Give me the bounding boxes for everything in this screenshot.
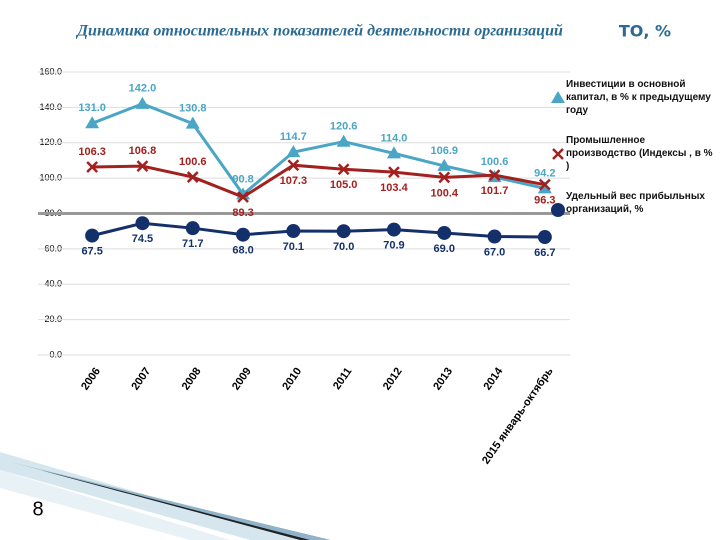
x-tick-label: 2013: [431, 366, 455, 393]
value-label: 70.9: [383, 240, 404, 252]
y-tick-label: 0.0: [49, 349, 62, 359]
value-label: 103.4: [380, 182, 408, 194]
marker: [487, 229, 502, 244]
marker: [537, 181, 552, 194]
value-label: 100.4: [430, 187, 458, 199]
value-label: 130.8: [179, 103, 207, 115]
title: Динамика относительных показателей деяте…: [75, 23, 563, 40]
x-tick-label: 2007: [129, 366, 153, 393]
value-label: 67.5: [81, 246, 102, 258]
marker: [135, 96, 150, 109]
value-label: 68.0: [232, 245, 253, 257]
marker: [287, 159, 300, 172]
x-tick-label: 2008: [180, 366, 204, 393]
line: [91, 102, 546, 197]
value-label: 67.0: [484, 246, 505, 258]
y-tick-label: 20.0: [44, 314, 62, 324]
marker: [86, 161, 99, 173]
value-label: 105.0: [330, 179, 358, 191]
x-tick-label: 2009: [230, 366, 254, 393]
value-label: 101.7: [481, 185, 509, 197]
value-label: 69.0: [434, 243, 455, 255]
value-label: 107.3: [280, 175, 308, 187]
marker: [437, 158, 452, 171]
value-label: 142.0: [129, 83, 157, 95]
marker: [551, 203, 565, 217]
value-label: 71.7: [182, 238, 203, 250]
marker: [186, 171, 199, 183]
x-tick-label: 2012: [381, 366, 405, 393]
value-label: 131.0: [78, 102, 106, 114]
value-label: 106.9: [430, 145, 458, 157]
marker: [336, 224, 351, 239]
value-label: 94.2: [534, 167, 555, 179]
legend-entry: Инвестиции в основной капитал, в % к пре…: [566, 79, 711, 116]
value-label: 114.7: [280, 131, 307, 143]
series: 106.3 106.8 100.6 89.3 107.3 105.0 103.4 100.4 1…: [78, 145, 555, 219]
marker: [286, 224, 301, 239]
marker: [336, 134, 351, 147]
title-unit: ТО, %: [619, 22, 671, 41]
marker: [85, 228, 100, 243]
value-label: 96.3: [534, 195, 555, 207]
value-label: 89.3: [232, 207, 253, 219]
value-label: 70.1: [283, 241, 304, 253]
x-tick-label: 2011: [331, 366, 355, 392]
y-tick-label: 140.0: [39, 102, 62, 112]
marker: [537, 230, 552, 245]
marker: [236, 227, 251, 242]
marker: [237, 191, 249, 203]
marker: [337, 163, 350, 176]
marker: [386, 222, 401, 237]
y-tick-label: 60.0: [44, 243, 62, 253]
y-tick-label: 100.0: [39, 173, 62, 183]
x-tick-label: 2014: [482, 365, 506, 393]
marker: [438, 171, 451, 184]
marker: [488, 169, 501, 182]
marker: [85, 116, 100, 129]
marker: [286, 145, 301, 158]
y-tick-label: 40.0: [44, 279, 62, 289]
marker: [185, 116, 200, 129]
marker: [551, 91, 565, 103]
x-tick-label: 2006: [79, 366, 103, 393]
y-tick-label: 160.0: [39, 66, 62, 76]
series: 67.5 74.5 71.7 68.0 70.1 70.0 70.9 69.0 67.0 66.7: [81, 216, 556, 259]
value-label: 100.6: [179, 156, 207, 168]
value-label: 70.0: [333, 241, 354, 253]
marker: [388, 166, 400, 178]
value-label: 120.6: [330, 121, 358, 133]
marker: [386, 146, 401, 159]
legend-entry: Промышленное производство (Индексы , в %…: [566, 135, 713, 172]
marker: [538, 178, 551, 191]
page-number: 8: [32, 498, 43, 520]
value-label: 74.5: [132, 233, 153, 245]
value-label: 114.0: [380, 132, 407, 144]
marker: [552, 148, 564, 160]
value-label: 100.6: [481, 156, 509, 168]
series: 131.0 142.0 130.8 90.8 114.7 120.6 114.0 106.9 1…: [78, 83, 556, 200]
value-label: 106.3: [78, 146, 106, 158]
line: [91, 221, 545, 239]
value-label: 106.8: [129, 145, 157, 157]
value-label: 90.8: [232, 173, 253, 185]
legend-entry: Удельный вес прибыльных организаций, %: [566, 191, 705, 215]
marker: [135, 216, 150, 231]
line: [92, 163, 546, 199]
x-tick-label: 2010: [280, 366, 304, 393]
marker: [437, 225, 452, 240]
marker: [185, 221, 200, 236]
decor: [0, 452, 330, 540]
y-tick-label: 120.0: [39, 137, 62, 147]
value-label: 66.7: [534, 247, 555, 259]
marker: [136, 160, 149, 172]
